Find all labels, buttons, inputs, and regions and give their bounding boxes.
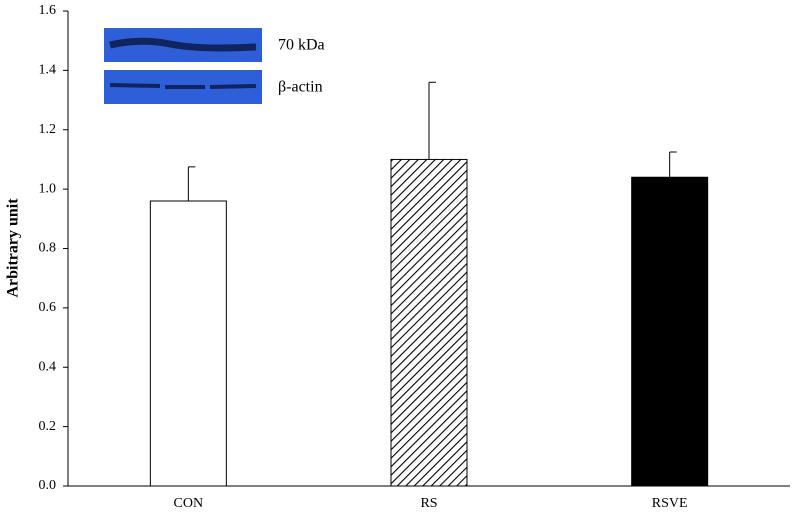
y-tick-label: 0.0 [39,478,57,493]
error-bar [187,166,196,201]
x-tick-label: RS [420,496,437,511]
error-bar [428,81,436,160]
y-tick-label: 1.6 [39,3,57,18]
blot-inset [104,28,262,104]
y-axis-title: Arbitrary unit [5,198,22,298]
y-tick-label: 1.2 [39,122,57,137]
bar [149,200,227,487]
x-tick-label: RSVE [652,496,688,511]
y-tick-label: 0.4 [39,359,57,374]
error-bar [669,151,677,178]
bar [631,176,709,487]
y-tick-label: 1.0 [39,181,57,196]
y-tick-label: 0.8 [39,241,57,256]
y-tick-label: 1.4 [39,63,57,78]
y-tick-label: 0.6 [39,300,57,315]
x-tick-label: CON [174,496,204,511]
bar [390,158,468,487]
inset-label: 70 kDa [278,37,325,54]
y-tick-label: 0.2 [39,419,57,434]
inset-label: β-actin [278,79,323,96]
